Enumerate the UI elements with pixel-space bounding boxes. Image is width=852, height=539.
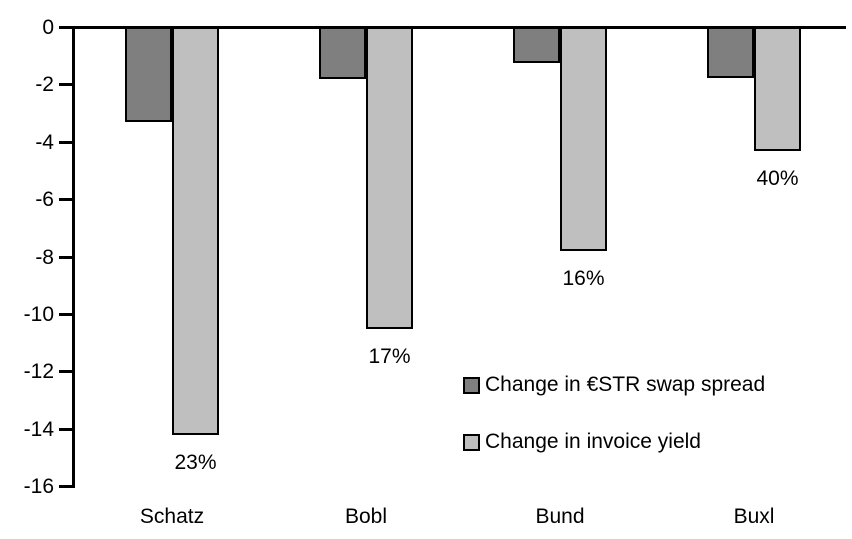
bar-label-schatz: 23% <box>174 450 217 474</box>
legend-swatch-swap-spread <box>463 376 480 394</box>
y-tick <box>59 26 72 29</box>
y-tick-label: 0 <box>42 16 54 39</box>
zero-baseline <box>72 26 846 29</box>
y-tick <box>59 198 72 202</box>
bar-invoice-yield-schatz <box>172 26 219 435</box>
category-label-schatz: Schatz <box>139 505 205 528</box>
legend-swatch-invoice-yield <box>463 433 480 451</box>
bar-label-buxl: 40% <box>756 166 799 190</box>
bar-swap-spread-bund <box>513 26 560 64</box>
y-tick-label: -4 <box>35 130 54 154</box>
y-tick-label: -2 <box>35 73 54 97</box>
bar-label-bund: 16% <box>562 267 605 291</box>
legend-item-invoice-yield: Change in invoice yield <box>463 430 701 453</box>
y-tick <box>59 255 72 259</box>
bar-invoice-yield-bund <box>560 26 607 252</box>
bar-invoice-yield-buxl <box>754 26 801 151</box>
y-tick <box>59 427 72 431</box>
legend-item-swap-spread: Change in €STR swap spread <box>463 373 766 396</box>
y-tick <box>59 312 72 316</box>
y-tick <box>59 140 72 144</box>
bar-swap-spread-buxl <box>707 26 754 78</box>
y-tick-label: -12 <box>23 360 54 384</box>
bar-swap-spread-schatz <box>125 26 172 123</box>
y-tick-label: -10 <box>23 302 54 326</box>
legend-label-swap-spread: Change in €STR swap spread <box>485 373 766 396</box>
y-tick-label: -6 <box>35 188 54 212</box>
bar-label-bobl: 17% <box>368 344 411 368</box>
bar-invoice-yield-bobl <box>366 26 413 329</box>
category-label-buxl: Buxl <box>733 505 775 528</box>
y-axis-line <box>72 26 75 489</box>
bar-swap-spread-bobl <box>319 26 366 80</box>
y-tick-label: -8 <box>35 245 54 269</box>
y-tick <box>59 83 72 87</box>
category-label-bund: Bund <box>535 505 585 528</box>
y-tick-label: -14 <box>23 417 54 441</box>
y-tick <box>59 370 72 374</box>
y-tick <box>59 485 72 489</box>
y-tick-label: -16 <box>23 475 54 499</box>
category-label-bobl: Bobl <box>344 505 388 528</box>
legend-label-invoice-yield: Change in invoice yield <box>485 430 701 453</box>
